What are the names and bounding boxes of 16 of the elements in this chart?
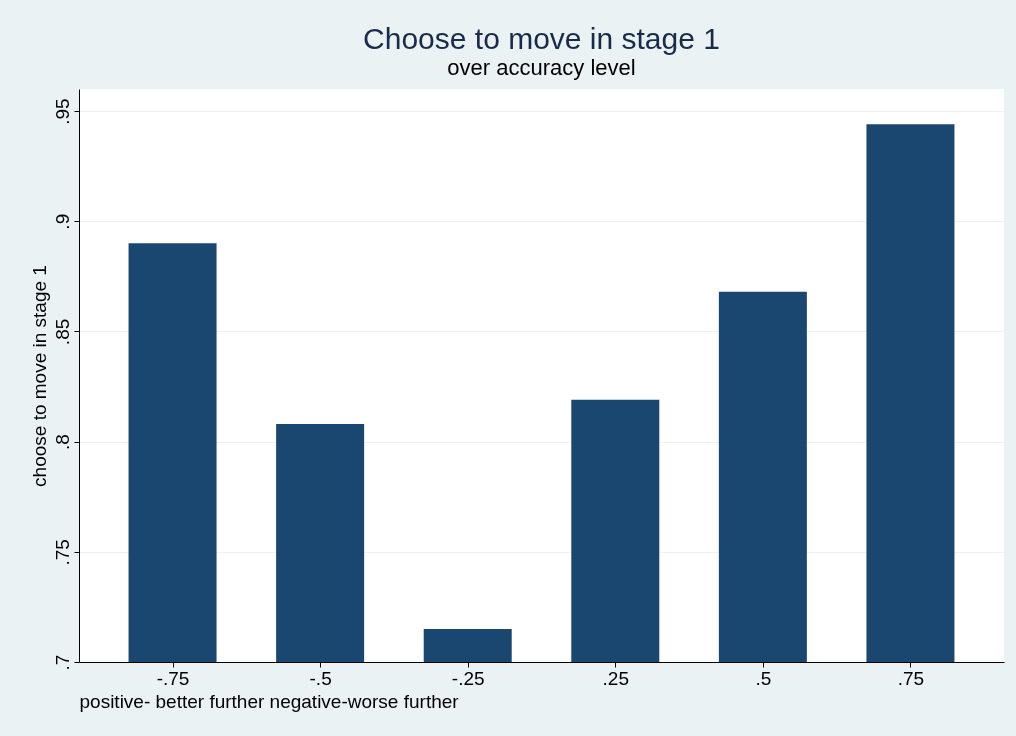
x-tick-label: .75 <box>897 667 925 689</box>
y-tick-label: .95 <box>51 98 73 125</box>
y-tick-label: .8 <box>51 434 73 451</box>
x-tick-label: .25 <box>602 667 629 689</box>
x-tick-label: -.5 <box>309 667 332 689</box>
chart-title: Choose to move in stage 1 <box>363 22 720 55</box>
y-tick-label: .9 <box>51 213 73 230</box>
chart-subtitle: over accuracy level <box>447 55 636 80</box>
x-axis-title: positive- better further negative-worse further <box>79 690 460 712</box>
y-tick-label: .85 <box>51 318 73 346</box>
x-tick-label: -.75 <box>156 667 190 689</box>
x-tick-label: .5 <box>755 667 772 689</box>
y-tick-label: .7 <box>51 654 73 671</box>
y-tick-label: .75 <box>51 539 73 566</box>
x-tick-label: -.25 <box>451 667 485 689</box>
y-axis-title: choose to move in stage 1 <box>28 265 50 487</box>
